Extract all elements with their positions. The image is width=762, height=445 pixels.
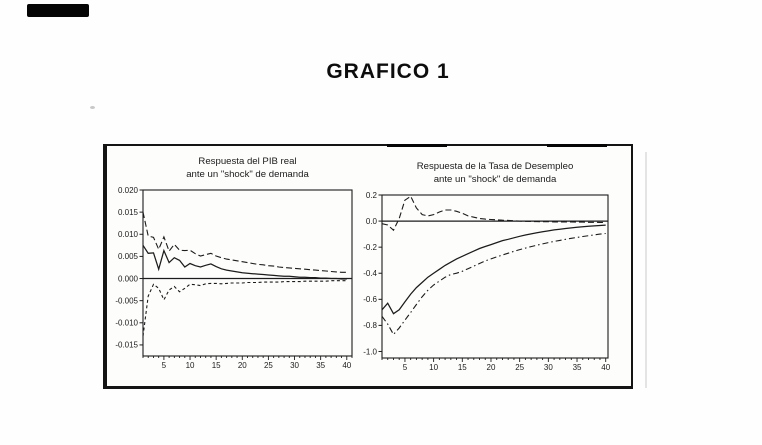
series-banda-inferior xyxy=(381,232,606,336)
y-tick-label: 0.020 xyxy=(118,186,139,195)
y-tick-label: 0.010 xyxy=(118,230,139,239)
y-tick-label: 0.0 xyxy=(366,217,378,226)
scan-artifact-speck xyxy=(90,106,95,109)
x-tick-label: 15 xyxy=(458,363,467,372)
x-tick-label: 5 xyxy=(403,363,408,372)
y-tick-label: -0.2 xyxy=(363,243,377,252)
x-tick-label: 10 xyxy=(186,361,195,370)
x-tick-label: 35 xyxy=(573,363,582,372)
series-banda-superior xyxy=(381,195,606,232)
chart-subtitle: ante un "shock" de demanda xyxy=(434,174,557,185)
y-tick-label: -0.010 xyxy=(115,319,138,328)
scan-artifact-edge-line xyxy=(645,152,647,388)
figure-title: GRAFICO 1 xyxy=(326,60,450,83)
figure-border-box: Respuesta del PIB real ante un "shock" de… xyxy=(103,144,633,389)
x-tick-label: 20 xyxy=(238,361,247,370)
y-tick-label: -0.8 xyxy=(363,321,377,330)
y-tick-label: -1.0 xyxy=(363,347,377,356)
x-tick-label: 35 xyxy=(316,361,325,370)
y-tick-label: 0.015 xyxy=(118,208,139,217)
chart-title: Respuesta de la Tasa de Desempleo xyxy=(417,161,574,172)
scan-artifact-bar xyxy=(27,4,89,17)
x-tick-label: 5 xyxy=(162,361,167,370)
scan-artifact-border-seg xyxy=(547,144,607,147)
x-tick-label: 40 xyxy=(601,363,610,372)
x-tick-label: 25 xyxy=(515,363,524,372)
series-respuesta-desempleo xyxy=(381,224,606,315)
chart-title: Respuesta del PIB real xyxy=(198,156,296,167)
y-tick-label: -0.015 xyxy=(115,341,138,350)
series-banda-superior xyxy=(142,211,347,273)
x-tick-label: 25 xyxy=(264,361,273,370)
x-tick-label: 30 xyxy=(290,361,299,370)
y-tick-label: -0.4 xyxy=(363,269,377,278)
series-respuesta-pib xyxy=(142,244,347,280)
x-tick-label: 10 xyxy=(429,363,438,372)
x-tick-label: 30 xyxy=(544,363,553,372)
x-tick-label: 15 xyxy=(212,361,221,370)
unemployment-response-chart: Respuesta de la Tasa de Desempleo ante un… xyxy=(363,161,610,372)
y-tick-label: 0.000 xyxy=(118,274,139,283)
gdp-response-chart: Respuesta del PIB real ante un "shock" de… xyxy=(115,156,353,370)
y-tick-label: -0.6 xyxy=(363,295,377,304)
chart-subtitle: ante un "shock" de demanda xyxy=(186,169,309,180)
y-tick-label: 0.2 xyxy=(366,191,378,200)
x-tick-label: 20 xyxy=(487,363,496,372)
x-tick-label: 40 xyxy=(342,361,351,370)
y-tick-label: -0.005 xyxy=(115,296,138,305)
y-tick-label: 0.005 xyxy=(118,252,139,261)
plot-border xyxy=(381,194,609,359)
scan-artifact-border-seg xyxy=(387,144,447,147)
